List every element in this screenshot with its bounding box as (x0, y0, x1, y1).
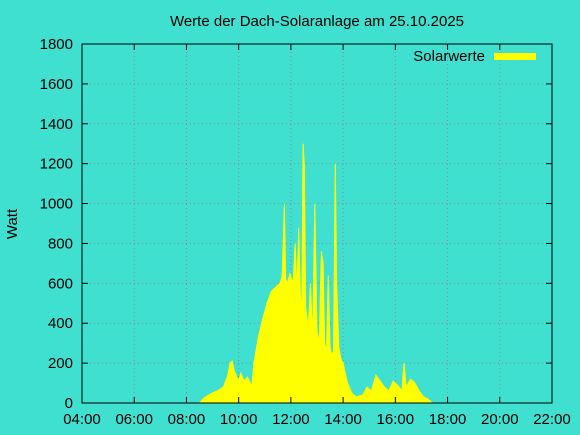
y-tick-label: 1600 (40, 76, 73, 93)
chart-title: Werte der Dach-Solaranlage am 25.10.2025 (170, 13, 464, 30)
x-tick-label: 12:00 (272, 411, 310, 428)
solarwerte-area (198, 143, 434, 404)
y-tick-label: 1000 (40, 196, 73, 213)
y-tick-label: 600 (48, 275, 73, 292)
x-tick-label: 16:00 (377, 411, 415, 428)
x-tick-label: 18:00 (429, 411, 467, 428)
tick-layer: 0 200 400 600 800 1000 1200 1400 1600 1800 04:00 06… (40, 36, 571, 428)
y-tick-label: 1200 (40, 156, 73, 173)
x-tick-label: 10:00 (220, 411, 258, 428)
x-tick-label: 20:00 (481, 411, 519, 428)
legend-label: Solarwerte (413, 48, 485, 65)
legend-swatch (494, 53, 536, 60)
x-tick-label: 06:00 (115, 411, 153, 428)
x-tick-label: 08:00 (168, 411, 206, 428)
y-tick-label: 1800 (40, 36, 73, 53)
x-tick-label: 04:00 (63, 411, 101, 428)
y-tick-label: 0 (65, 395, 73, 412)
plot-frame (81, 43, 553, 404)
legend: Solarwerte (413, 48, 536, 65)
y-tick-label: 800 (48, 235, 73, 252)
y-tick-label: 200 (48, 355, 73, 372)
y-tick-label: 400 (48, 315, 73, 332)
y-tick-label: 1400 (40, 116, 73, 133)
x-tick-label: 22:00 (533, 411, 571, 428)
y-axis-label: Watt (4, 208, 21, 239)
x-tick-label: 14:00 (324, 411, 362, 428)
